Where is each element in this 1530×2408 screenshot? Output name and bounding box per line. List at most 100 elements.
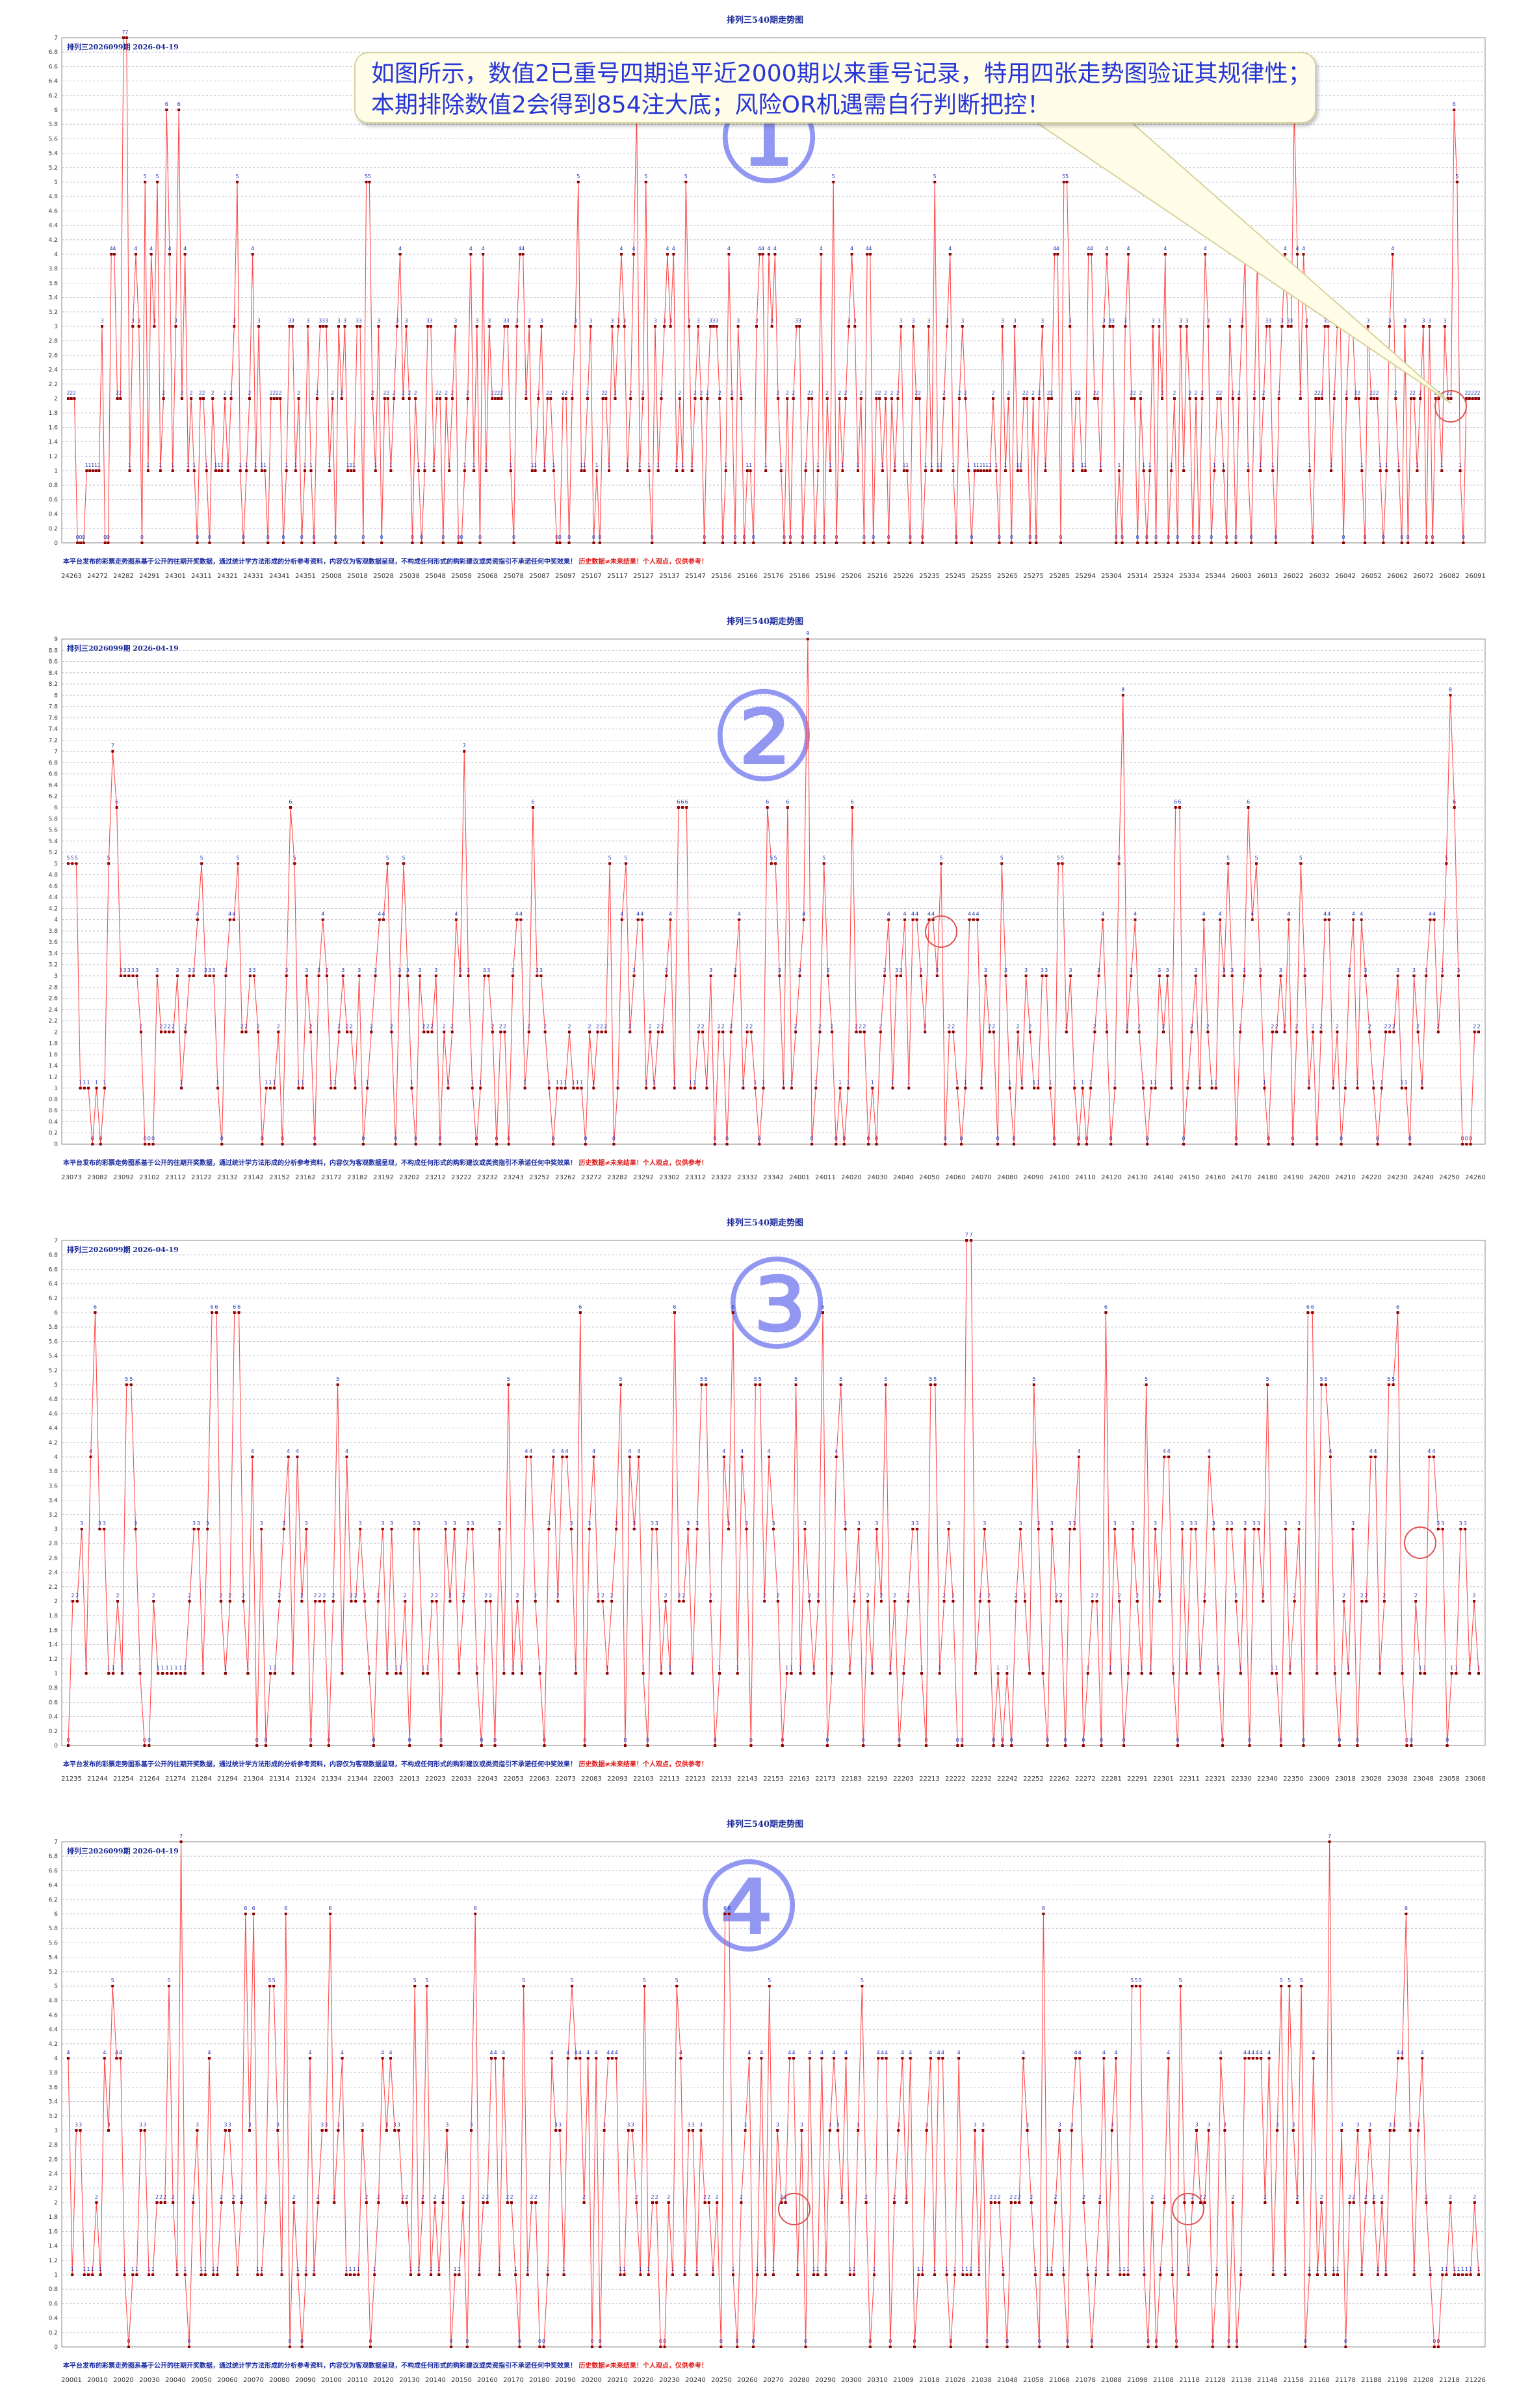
y-tick-label: 3.6	[49, 1483, 58, 1489]
data-value-label: 0	[810, 1136, 814, 1142]
data-value-label: 0	[420, 534, 423, 540]
data-value-label: 2	[537, 390, 540, 396]
data-point	[1078, 2057, 1082, 2060]
data-value-label: 2	[1477, 1023, 1480, 1029]
data-value-label: 2	[1320, 390, 1323, 396]
x-tick-label: 21088	[1101, 2377, 1122, 2384]
data-point	[759, 1383, 762, 1386]
data-point	[810, 1143, 814, 1145]
data-point	[236, 181, 239, 183]
data-point	[835, 1456, 838, 1458]
data-value-label: 1	[417, 462, 420, 468]
data-value-label: 3	[1131, 1521, 1134, 1526]
data-value-label: 2	[1348, 2194, 1351, 2200]
data-value-label: 0	[1382, 534, 1385, 540]
data-value-label: 1	[989, 462, 992, 468]
data-point	[592, 1086, 595, 1090]
data-value-label: 0	[788, 534, 792, 540]
data-value-label: 1	[1217, 1665, 1220, 1671]
data-point	[237, 1311, 240, 1314]
data-value-label: 1	[341, 1665, 344, 1671]
data-point	[293, 862, 296, 865]
data-point	[101, 325, 104, 328]
data-point	[855, 1030, 858, 1034]
data-point	[1159, 2273, 1162, 2276]
data-point	[584, 1143, 587, 1145]
data-value-label: 2	[1394, 390, 1397, 396]
data-value-label: 3	[1275, 2122, 1278, 2128]
data-point	[528, 325, 531, 328]
data-point	[1396, 1311, 1399, 1314]
data-value-label: 2	[777, 390, 780, 396]
data-value-label: 1	[1308, 462, 1311, 468]
data-point	[1069, 975, 1072, 977]
data-value-label: 1	[1307, 1080, 1310, 1086]
data-value-label: 1	[1429, 2266, 1432, 2272]
data-value-label: 4	[881, 2050, 884, 2056]
data-point	[301, 1086, 304, 1090]
data-value-label: 3	[981, 2122, 985, 2128]
data-value-label: 0	[1191, 534, 1195, 540]
data-point	[1061, 862, 1064, 865]
data-value-label: 3	[828, 2122, 831, 2128]
data-value-label: 0	[862, 1737, 865, 1743]
data-value-label: 0	[327, 1737, 330, 1743]
data-point	[1271, 2273, 1275, 2276]
data-point	[744, 2129, 747, 2132]
data-value-label: 1	[848, 2266, 851, 2272]
data-value-label: 1	[838, 1080, 842, 1086]
data-point	[767, 253, 770, 255]
x-tick-label: 25176	[763, 573, 784, 580]
data-value-label: 1	[1071, 462, 1074, 468]
x-tick-label: 25058	[451, 573, 472, 580]
data-value-label: 1	[296, 2266, 300, 2272]
data-value-label: 2	[718, 1023, 721, 1029]
data-point	[615, 2057, 618, 2060]
data-point	[91, 469, 94, 472]
data-value-label: 2	[1314, 390, 1317, 396]
data-value-label: 3	[733, 967, 736, 973]
data-point	[1407, 542, 1410, 544]
data-value-label: 4	[1219, 911, 1222, 917]
data-value-label: 5	[939, 855, 942, 861]
data-point	[897, 2129, 900, 2132]
data-value-label: 4	[666, 246, 669, 252]
data-value-label: 1	[294, 462, 297, 468]
data-point	[974, 1672, 977, 1675]
data-value-label: 1	[1186, 1080, 1189, 1086]
data-point	[1215, 2273, 1218, 2276]
data-point	[1368, 2129, 1371, 2132]
data-value-label: 2	[1360, 1593, 1364, 1599]
data-point	[1050, 1528, 1054, 1530]
data-value-label: 5	[1455, 174, 1459, 179]
data-value-label: 3	[1225, 1521, 1228, 1526]
data-value-label: 4	[103, 2050, 106, 2056]
x-tick-label: 25028	[373, 573, 394, 580]
y-tick-label: 4	[54, 2056, 58, 2062]
data-value-label: 1	[138, 1665, 142, 1671]
data-point	[1104, 1311, 1108, 1314]
data-point	[552, 469, 555, 472]
data-point	[1316, 1143, 1319, 1145]
data-point	[1185, 325, 1188, 328]
data-value-label: 3	[206, 1521, 209, 1526]
data-point	[215, 1311, 218, 1314]
data-point	[721, 542, 724, 544]
data-value-label: 3	[983, 1521, 986, 1526]
data-value-label: 3	[610, 318, 614, 324]
data-value-label: 3	[1026, 2122, 1029, 2128]
data-point	[1457, 2273, 1460, 2276]
data-value-label: 3	[1111, 318, 1115, 324]
data-point	[1219, 2057, 1223, 2060]
data-value-label: 5	[293, 855, 296, 861]
y-tick-label: 8	[54, 692, 58, 699]
data-point	[763, 1600, 766, 1603]
data-value-label: 1	[920, 1665, 924, 1671]
data-value-label: 3	[1290, 318, 1293, 324]
data-point	[617, 325, 620, 328]
chart-title: 排列三540期走势图	[726, 617, 804, 627]
data-value-label: 1	[1213, 462, 1216, 468]
data-point	[494, 397, 497, 400]
data-value-label: 0	[148, 1136, 151, 1142]
x-tick-label: 21208	[1413, 2377, 1434, 2384]
